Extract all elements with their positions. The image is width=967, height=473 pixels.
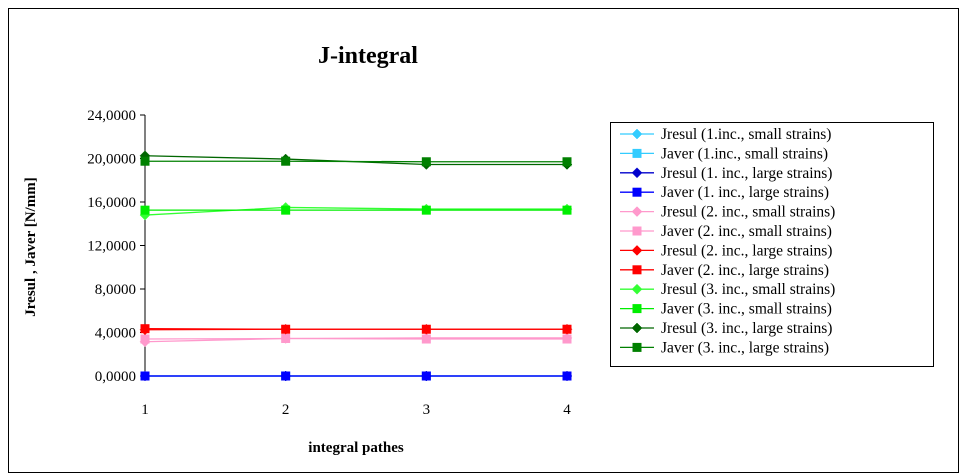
- y-tick-label: 24,0000: [87, 108, 136, 124]
- legend-marker: [632, 304, 642, 314]
- series-12-point: [421, 157, 431, 167]
- x-tick-label: 4: [563, 402, 571, 418]
- series-line-6: [144, 337, 567, 340]
- series-line-8: [144, 328, 567, 330]
- y-tick-label: 20,0000: [87, 152, 136, 168]
- legend-label: Jresul (1. inc., large strains): [661, 165, 832, 182]
- series-8-point: [140, 324, 150, 334]
- series-10-point: [281, 205, 291, 215]
- legend-label: Jresul (3. inc., large strains): [661, 320, 832, 337]
- legend-label: Javer (1. inc., large strains): [661, 184, 829, 201]
- x-axis-title: integral pathes: [308, 440, 404, 456]
- series-10-point: [562, 205, 572, 215]
- y-tick-label: 12,0000: [87, 239, 136, 255]
- x-tick-label: 1: [141, 402, 149, 418]
- series-10-point: [421, 205, 431, 215]
- legend-box: [610, 122, 934, 367]
- legend-label: Jresul (1.inc., small strains): [661, 126, 831, 143]
- legend-marker: [631, 128, 643, 140]
- y-tick-label: 16,0000: [87, 195, 136, 211]
- series-12-point: [562, 157, 572, 167]
- legend-marker: [631, 206, 643, 217]
- legend-marker: [632, 187, 642, 197]
- legend-label: Jresul (3. inc., small strains): [661, 281, 835, 298]
- y-tick-label: 0,0000: [95, 369, 136, 385]
- legend-marker: [632, 342, 642, 352]
- legend-label: Jresul (2. inc., small strains): [661, 204, 835, 221]
- series-6-point: [421, 334, 431, 344]
- legend-label: Javer (3. inc., small strains): [661, 301, 832, 318]
- series-6-point: [562, 334, 572, 344]
- series-4-point: [421, 371, 431, 381]
- legend-marker: [632, 148, 642, 158]
- series-4-point: [562, 371, 572, 381]
- y-tick-label: 4,0000: [95, 326, 136, 342]
- legend-marker: [631, 167, 643, 179]
- series-4-point: [140, 371, 150, 381]
- series-4-point: [281, 371, 291, 381]
- legend: Jresul (1.inc., small strains) Javer (1.i…: [620, 126, 835, 356]
- series-line-12: [145, 160, 567, 163]
- legend-marker: [632, 265, 642, 275]
- x-tick-label: 3: [423, 402, 431, 418]
- legend-marker: [631, 245, 643, 256]
- series-6-point: [140, 334, 150, 344]
- series-8-point: [562, 324, 572, 334]
- x-tick-label: 2: [282, 402, 290, 418]
- series-line-9: [144, 206, 567, 216]
- series-12-point: [140, 156, 150, 166]
- series-8-point: [281, 324, 291, 334]
- series-8-point: [421, 324, 431, 334]
- series-12-point: [281, 156, 291, 166]
- legend-label: Javer (2. inc., small strains): [661, 223, 832, 240]
- legend-marker: [631, 283, 643, 295]
- y-tick-label: 8,0000: [95, 282, 136, 298]
- legend-label: Javer (2. inc., large strains): [661, 262, 829, 279]
- chart-title: J-integral: [318, 43, 418, 69]
- legend-marker: [631, 322, 643, 334]
- series-10-point: [140, 205, 150, 215]
- plot-area: 0,0000 4,0000 8,0000 12,0000 16,0000 20,0000 2…: [87, 108, 573, 418]
- legend-marker: [632, 226, 642, 236]
- series-6-point: [281, 333, 291, 343]
- legend-label: Jresul (2. inc., large strains): [661, 242, 832, 259]
- y-axis-title: Jresul , Javer [N/mm]: [23, 177, 39, 316]
- legend-label: Javer (3. inc., large strains): [661, 339, 829, 356]
- legend-label: Javer (1.inc., small strains): [661, 145, 828, 162]
